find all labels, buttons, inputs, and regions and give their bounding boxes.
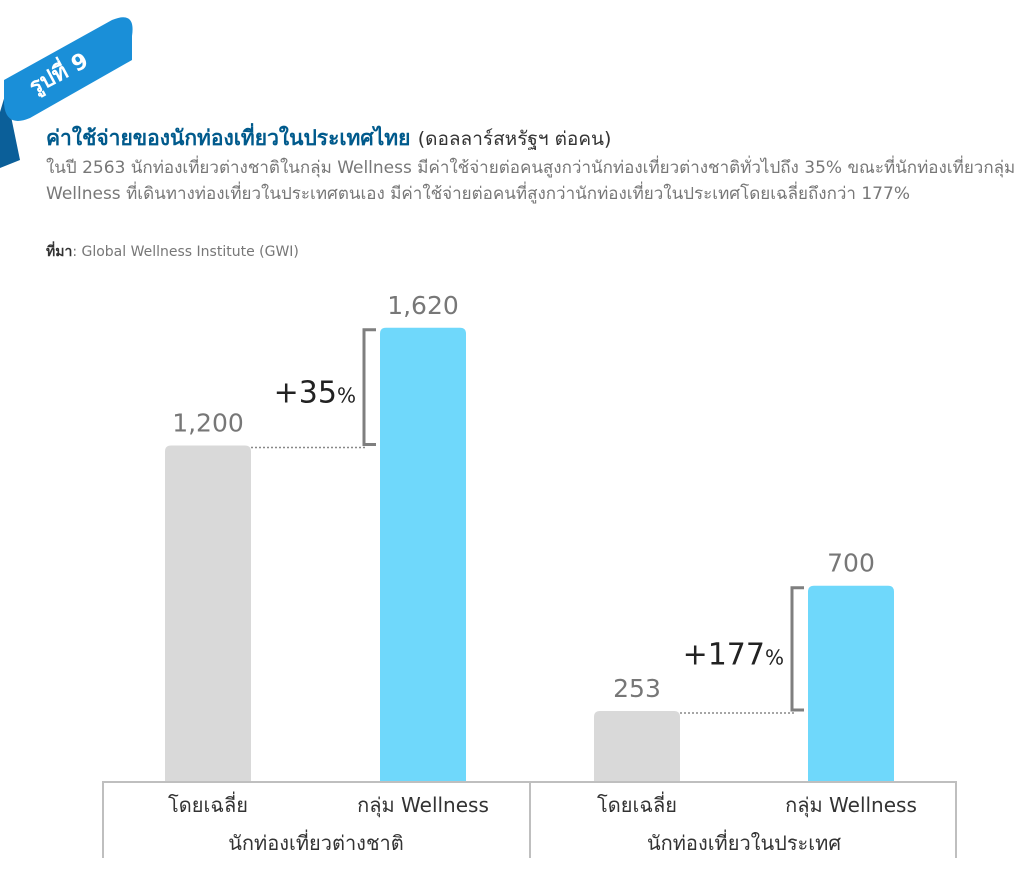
difference-bracket: [362, 328, 376, 447]
category-label: โดยเฉลี่ย: [168, 791, 248, 817]
source-note: ที่มา: Global Wellness Institute (GWI): [46, 241, 299, 263]
source-label: ที่มา: [46, 244, 73, 260]
category-label: โดยเฉลี่ย: [597, 791, 677, 817]
bar-value-label: 1,620: [387, 291, 459, 320]
group-label: นักท่องเที่ยวในประเทศ: [647, 829, 841, 855]
chart-unit: (ดอลลาร์สหรัฐฯ ต่อคน): [417, 128, 612, 150]
difference-annotation: +177%: [683, 637, 784, 672]
chart-title-text: ค่าใช้จ่ายของนักท่องเที่ยวในประเทศไทย: [46, 126, 411, 150]
bar-value-label: 1,200: [172, 409, 244, 438]
category-label: กลุ่ม Wellness: [357, 793, 489, 818]
difference-unit: %: [765, 645, 784, 669]
bar-value-label: 700: [827, 549, 875, 578]
figure-badge: รูปที่ 9: [0, 17, 133, 168]
ribbon-shape: [4, 17, 133, 121]
difference-value: +177: [683, 637, 765, 672]
bar-wellness: [380, 327, 466, 782]
bar-value-label: 253: [613, 674, 661, 703]
difference-value: +35: [274, 376, 337, 411]
ribbon-tail: [0, 92, 20, 168]
chart-title: ค่าใช้จ่ายของนักท่องเที่ยวในประเทศไทย (ด…: [46, 122, 611, 155]
bar-average: [594, 711, 680, 782]
bar-wellness: [808, 585, 894, 782]
difference-unit: %: [337, 384, 356, 408]
category-label: กลุ่ม Wellness: [785, 793, 917, 818]
chart-description: ในปี 2563 นักท่องเที่ยวต่างชาติในกลุ่ม W…: [46, 158, 1016, 204]
difference-annotation: +35%: [274, 376, 356, 411]
difference-bracket: [790, 586, 804, 712]
source-text: : Global Wellness Institute (GWI): [72, 244, 299, 260]
group-label: นักท่องเที่ยวต่างชาติ: [228, 829, 404, 855]
bar-average: [165, 445, 251, 782]
